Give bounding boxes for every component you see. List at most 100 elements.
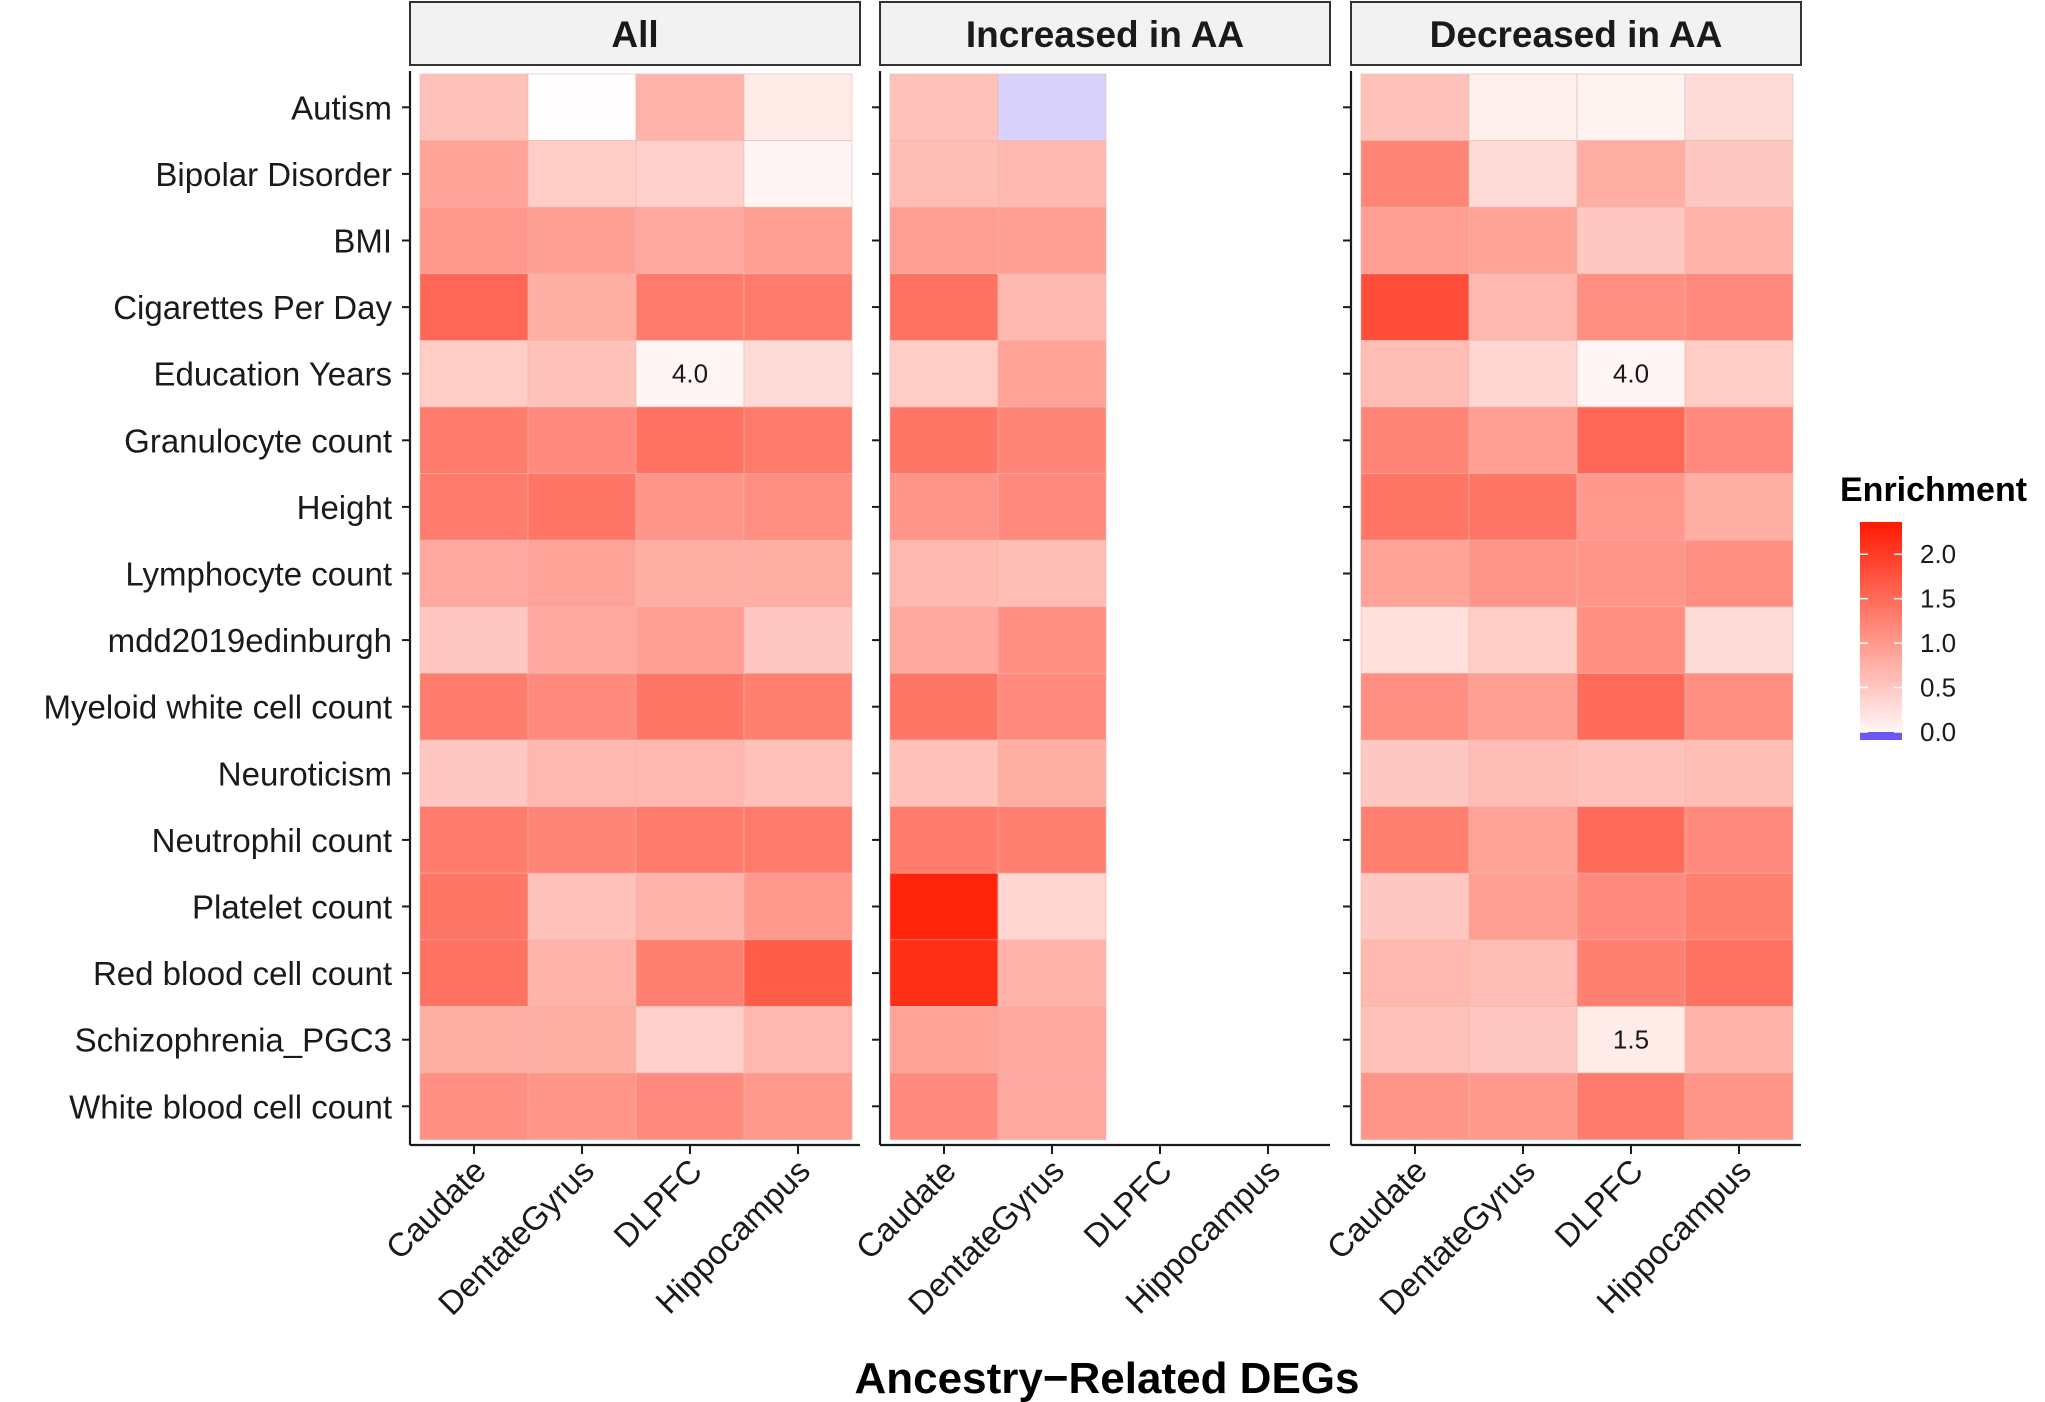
- heatmap-cell: [889, 806, 999, 874]
- heatmap-cell: [1468, 206, 1578, 275]
- heatmap-cell: [1576, 739, 1686, 807]
- heatmap-cell: [1468, 872, 1578, 941]
- heatmap-cell: [1468, 539, 1578, 608]
- heatmap-cell: [419, 606, 529, 674]
- legend-tick-label: 0.0: [1920, 717, 1956, 747]
- heatmap-cell: [889, 140, 999, 208]
- heatmap-cell: [419, 1072, 529, 1140]
- heatmap-cell: [1576, 939, 1686, 1007]
- heatmap-cell: [997, 73, 1107, 141]
- heatmap-cell: [1468, 673, 1578, 741]
- heatmap-cell: [527, 473, 637, 541]
- heatmap-cell: [527, 1072, 637, 1140]
- panel-title: Decreased in AA: [1430, 14, 1723, 55]
- heatmap-cell: [1684, 673, 1794, 741]
- heatmap-cell: [419, 340, 529, 408]
- heatmap-cell: [419, 739, 529, 807]
- heatmap-cell: [889, 406, 999, 474]
- heatmap-cell: [997, 673, 1107, 741]
- heatmap-cell: [419, 206, 529, 275]
- x-axis-title: Ancestry−Related DEGs: [855, 1354, 1360, 1402]
- row-label-cigarettes-per-day: Cigarettes Per Day: [113, 289, 392, 326]
- legend: Enrichment 2.0 1.5 1.0 0.5 0.0: [1840, 471, 2027, 747]
- heatmap-cell: [743, 406, 853, 474]
- heatmap-cell: [743, 73, 853, 141]
- heatmap-cell: [1468, 73, 1578, 141]
- heatmap-cell: [419, 872, 529, 941]
- heatmap-cell: [635, 539, 745, 608]
- heatmap-cell: [1684, 473, 1794, 541]
- panel-title: Increased in AA: [966, 14, 1244, 55]
- heatmap-cell: [743, 739, 853, 807]
- heatmap-cell: [1360, 1072, 1470, 1140]
- heatmap-cell: [743, 539, 853, 608]
- heatmap-cell: [743, 206, 853, 275]
- heatmap-cell: [527, 872, 637, 941]
- heatmap-cell: [419, 473, 529, 541]
- heatmap-cell: [743, 673, 853, 741]
- heatmap-cell: [1684, 73, 1794, 141]
- heatmap-cell: [635, 739, 745, 807]
- row-label-white-blood-cell-count: White blood cell count: [69, 1088, 392, 1125]
- heatmap-cell: [997, 606, 1107, 674]
- heatmap-cell: [635, 606, 745, 674]
- heatmap-cell: [419, 806, 529, 874]
- heatmap-cell: [1360, 73, 1470, 141]
- heatmap-cell: [1360, 340, 1470, 408]
- panel-decreased-in-aa: Decreased in AA4.01.5CaudateDentateGyrus…: [1320, 1, 1802, 1322]
- heatmap-cell: [997, 806, 1107, 874]
- row-label-red-blood-cell-count: Red blood cell count: [93, 955, 392, 992]
- heatmap-cell: [635, 140, 745, 208]
- legend-title: Enrichment: [1840, 471, 2027, 509]
- column-label-dlpfc: DLPFC: [1547, 1152, 1650, 1255]
- heatmap-cell: [1576, 872, 1686, 941]
- heatmap-cell: [1684, 340, 1794, 408]
- heatmap-cell: [527, 673, 637, 741]
- heatmap-cell: [1360, 739, 1470, 807]
- heatmap-cell: [1576, 206, 1686, 275]
- heatmap-cell: [635, 673, 745, 741]
- heatmap-cell: [889, 673, 999, 741]
- row-label-myeloid-white-cell-count: Myeloid white cell count: [44, 689, 393, 726]
- panel-strip: [1350, 1, 1802, 66]
- heatmap-cell: [527, 606, 637, 674]
- heatmap-cell: [1360, 872, 1470, 941]
- heatmap-cell: [1360, 273, 1470, 341]
- heatmap-cell: [743, 872, 853, 941]
- heatmap-cell: [1468, 406, 1578, 474]
- heatmap-cell: [743, 806, 853, 874]
- cell-annotation: 4.0: [1613, 359, 1649, 389]
- heatmap-cell: [1576, 340, 1686, 408]
- heatmap-cell: [997, 872, 1107, 941]
- heatmap-cell: [1468, 1072, 1578, 1140]
- heatmap-cell: [743, 1006, 853, 1074]
- cell-annotation: 4.0: [672, 359, 708, 389]
- column-label-caudate: Caudate: [849, 1152, 963, 1266]
- heatmap-cell: [1684, 606, 1794, 674]
- column-label-dlpfc: DLPFC: [1076, 1152, 1179, 1255]
- heatmap-cell: [997, 1072, 1107, 1140]
- heatmap-cell: [997, 1006, 1107, 1074]
- heatmap-cell: [743, 340, 853, 408]
- heatmap-cell: [635, 340, 745, 408]
- row-label-height: Height: [297, 489, 392, 526]
- legend-tick-label: 2.0: [1920, 539, 1956, 569]
- heatmap-cell: [1360, 606, 1470, 674]
- heatmap-cell: [1468, 340, 1578, 408]
- heatmap-cell: [1576, 140, 1686, 208]
- heatmap-cell: [1360, 140, 1470, 208]
- heatmap-cell: [635, 872, 745, 941]
- heatmap-cell: [1684, 1006, 1794, 1074]
- heatmap-cell: [1468, 140, 1578, 208]
- panel-strip: [409, 1, 861, 66]
- heatmap-cell: [419, 273, 529, 341]
- row-label-bipolar-disorder: Bipolar Disorder: [155, 156, 392, 193]
- heatmap-cell: [527, 539, 637, 608]
- row-label-neutrophil-count: Neutrophil count: [152, 822, 392, 859]
- heatmap-cell: [743, 140, 853, 208]
- heatmap-cell: [527, 140, 637, 208]
- heatmap-cell: [997, 539, 1107, 608]
